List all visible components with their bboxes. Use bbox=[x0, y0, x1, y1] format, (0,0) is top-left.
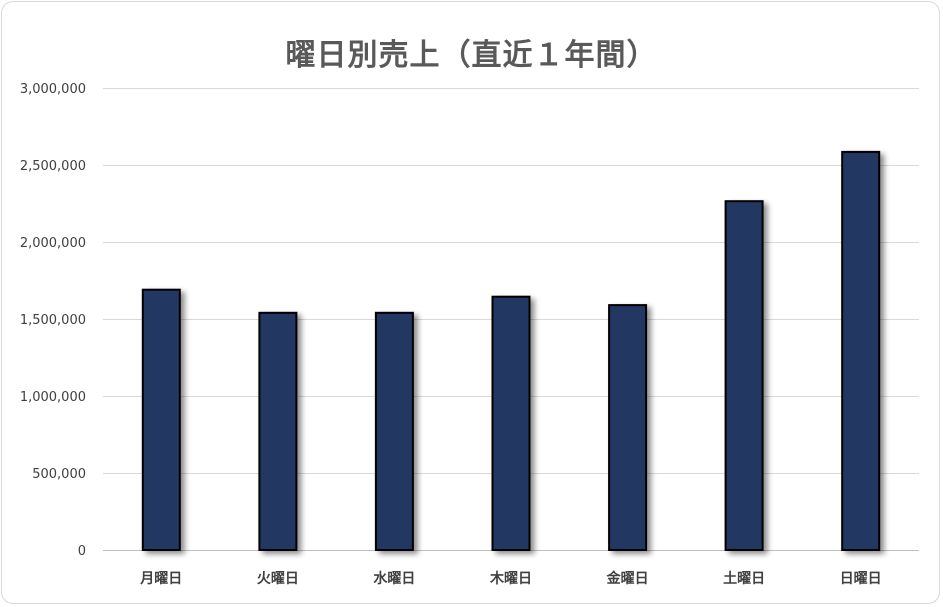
bar bbox=[724, 200, 764, 551]
x-axis-category-labels: 月曜日 火曜日 水曜日 木曜日 金曜日 土曜日 日曜日 bbox=[139, 570, 881, 587]
bar bbox=[608, 304, 648, 551]
bar bbox=[491, 295, 531, 552]
bars bbox=[141, 150, 881, 552]
y-tick-label: 3,000,000 bbox=[20, 82, 86, 97]
y-tick-label: 1,500,000 bbox=[20, 313, 86, 328]
chart-title: 曜日別売上（直近１年間） bbox=[285, 38, 658, 73]
bar bbox=[841, 150, 881, 551]
x-category-label: 金曜日 bbox=[606, 570, 649, 587]
y-tick-label: 2,500,000 bbox=[20, 159, 86, 174]
x-category-label: 月曜日 bbox=[139, 571, 182, 587]
x-category-label: 木曜日 bbox=[489, 570, 532, 587]
y-tick-label: 1,000,000 bbox=[20, 390, 86, 405]
y-axis-tick-labels: 0 500,000 1,000,000 1,500,000 2,000,000 2,500… bbox=[20, 82, 86, 559]
bar bbox=[141, 288, 181, 551]
y-tick-label: 2,000,000 bbox=[20, 236, 86, 251]
x-category-label: 火曜日 bbox=[257, 571, 299, 587]
x-category-label: 日曜日 bbox=[840, 571, 882, 587]
x-category-label: 水曜日 bbox=[373, 570, 415, 587]
y-tick-label: 0 bbox=[78, 544, 86, 559]
y-tick-label: 500,000 bbox=[32, 467, 86, 482]
bar bbox=[258, 311, 298, 551]
bar bbox=[374, 311, 414, 551]
x-category-label: 土曜日 bbox=[723, 570, 765, 587]
